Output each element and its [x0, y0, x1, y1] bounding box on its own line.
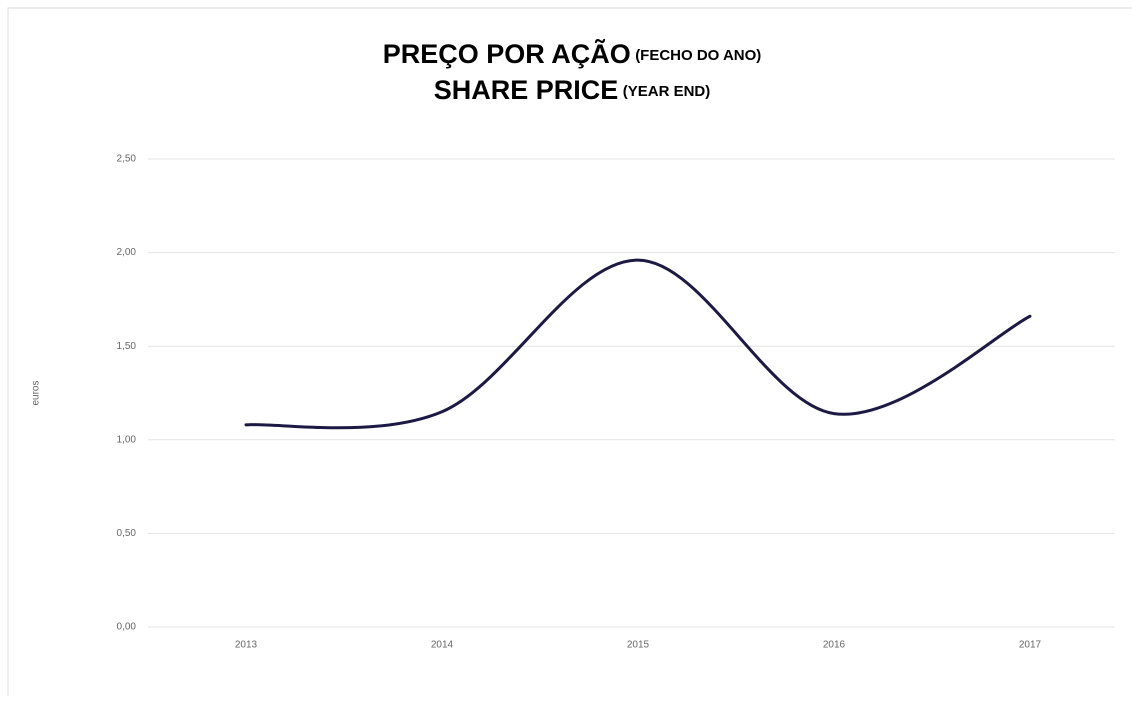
x-tick-label: 2016 — [823, 640, 846, 651]
y-tick-label: 1,50 — [117, 341, 137, 352]
y-tick-label: 2,00 — [117, 247, 137, 258]
y-tick-label: 0,00 — [117, 622, 137, 633]
y-tick-label: 0,50 — [117, 528, 137, 539]
chart-title-line1: PREÇO POR AÇÃO (FECHO DO ANO) — [383, 38, 762, 69]
y-axis-label: euros — [31, 380, 42, 405]
frame — [7, 7, 1132, 701]
title-main: SHARE PRICE — [434, 75, 619, 105]
title-note: (YEAR END) — [623, 83, 711, 100]
chart-title-line2: SHARE PRICE (YEAR END) — [434, 75, 711, 105]
title-note: (FECHO DO ANO) — [635, 47, 761, 64]
x-tick-label: 2015 — [627, 640, 650, 651]
y-tick-label: 1,00 — [117, 434, 137, 445]
x-tick-label: 2017 — [1019, 640, 1042, 651]
x-tick-label: 2014 — [431, 640, 454, 651]
line — [244, 258, 1032, 430]
x-tick-label: 2013 — [235, 640, 258, 651]
title-main: PREÇO POR AÇÃO — [383, 38, 631, 69]
y-tick-label: 2,50 — [117, 154, 137, 165]
